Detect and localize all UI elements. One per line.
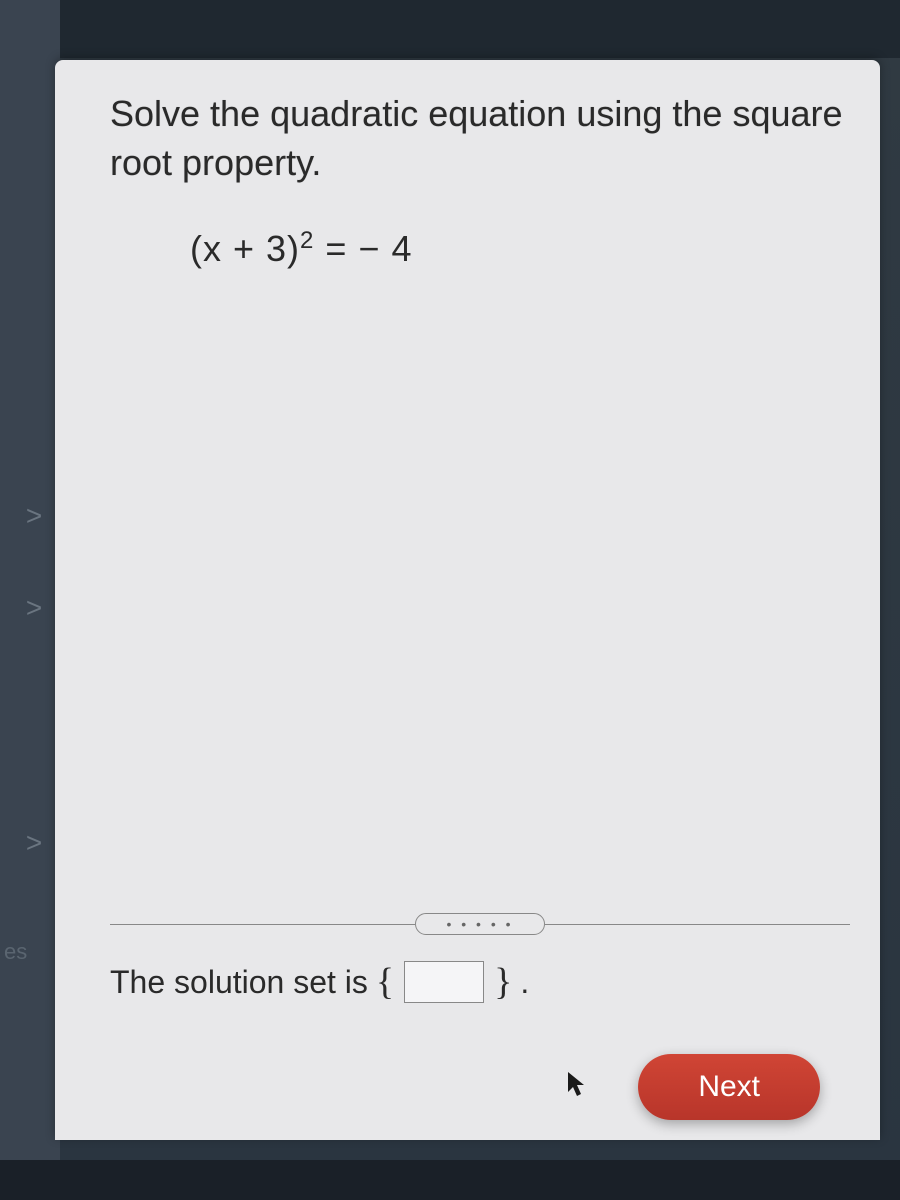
question-prompt: Solve the quadratic equation using the s… — [110, 90, 850, 187]
brace-right: } — [494, 960, 512, 1004]
solution-input[interactable] — [404, 961, 484, 1003]
sidebar-chevron-1[interactable]: > — [0, 500, 60, 532]
equation-rhs: = − 4 — [314, 228, 412, 269]
answer-row: The solution set is { } . — [110, 960, 850, 1004]
sidebar-label-es: es — [0, 939, 60, 965]
footer-row: Next — [110, 1054, 850, 1120]
equation-display: (x + 3)2 = − 4 — [190, 227, 850, 270]
app-frame: > > > es ools Solve the quadratic equati… — [0, 0, 900, 1200]
sidebar-chevron-3[interactable]: > — [0, 827, 60, 859]
divider-line-right — [545, 924, 850, 925]
divider-expand-pill[interactable]: • • • • • — [415, 913, 544, 935]
sidebar-chevron-2[interactable]: > — [0, 592, 60, 624]
equation-lhs: (x + 3) — [190, 228, 300, 269]
next-button[interactable]: Next — [638, 1054, 820, 1120]
answer-label: The solution set is — [110, 964, 368, 1001]
cursor-icon — [566, 1070, 588, 1105]
bottom-bar — [0, 1160, 900, 1200]
equation-exponent: 2 — [300, 227, 314, 254]
top-bar — [0, 0, 900, 58]
section-divider: • • • • • — [110, 913, 850, 935]
sidebar: > > > es ools — [0, 0, 60, 1200]
answer-period: . — [520, 964, 529, 1001]
brace-left: { — [376, 960, 394, 1004]
question-panel: Solve the quadratic equation using the s… — [55, 60, 880, 1140]
divider-line-left — [110, 924, 415, 925]
